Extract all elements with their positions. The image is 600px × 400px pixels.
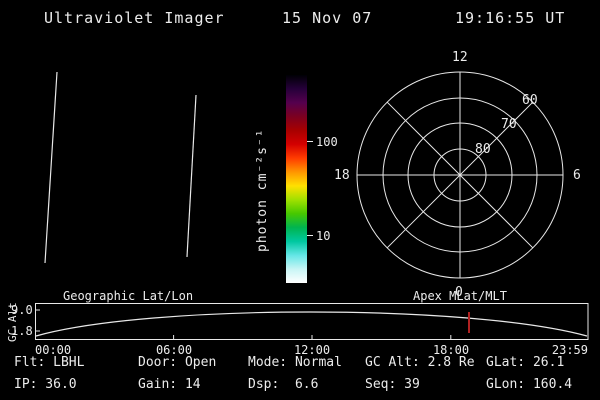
status-gain: Gain: 14	[138, 377, 201, 392]
swath-edge-right	[186, 94, 197, 258]
colorbar-tick-10	[307, 235, 313, 236]
gc-alt-curve	[35, 311, 588, 337]
strip-chart-left-title: Geographic Lat/Lon	[63, 289, 194, 303]
status-glat: GLat: 26.1	[486, 355, 565, 370]
x-tick-1800: 18:00	[432, 343, 470, 357]
colorbar-unit-label: photon cm⁻²s⁻¹	[255, 128, 270, 252]
y-tick-9: 9.0	[11, 303, 33, 317]
strip-chart-right-title: Apex MLat/MLT	[413, 289, 507, 303]
image-swath-lines	[44, 71, 197, 264]
time-display: 19:16:55 UT	[455, 9, 566, 27]
status-glon: GLon: 160.4	[486, 377, 573, 392]
colorbar-tick-label-10: 10	[316, 229, 331, 243]
x-tick-2359: 23:59	[551, 343, 588, 357]
polar-plot-grid	[356, 71, 564, 279]
colorbar-tick-label-100: 100	[316, 135, 338, 149]
lat-label-70: 70	[501, 117, 517, 132]
x-tick-1200: 12:00	[293, 343, 331, 357]
swath-edge-left	[44, 71, 58, 264]
status-door: Door: Open	[138, 355, 217, 370]
spoke-diag-sw-ne	[386, 101, 534, 249]
mlt-label-18: 18	[334, 168, 350, 183]
strip-chart-ticks	[35, 309, 452, 339]
status-mode: Mode: Normal	[248, 355, 342, 370]
mlt-label-0: 0	[455, 285, 463, 300]
date-display: 15 Nov 07	[282, 9, 373, 27]
strip-chart-plot	[35, 303, 589, 340]
colorbar	[286, 75, 307, 283]
y-tick-1: 1.8	[11, 324, 33, 338]
status-dsp: Dsp: 6.6	[248, 377, 319, 392]
status-flight-mode: Flt: LBHL	[14, 355, 85, 370]
lat-label-80: 80	[475, 142, 491, 157]
status-seq: Seq: 39	[365, 377, 420, 392]
colorbar-tick-100	[307, 141, 313, 142]
status-gc-alt: GC Alt: 2.8 Re	[365, 355, 475, 370]
x-tick-0000: 00:00	[35, 343, 72, 357]
strip-chart-frame	[35, 303, 589, 340]
mlt-label-6: 6	[573, 168, 581, 183]
x-tick-0600: 06:00	[155, 343, 193, 357]
status-ip: IP: 36.0	[14, 377, 77, 392]
app-title: Ultraviolet Imager	[44, 9, 225, 27]
lat-label-60: 60	[522, 93, 538, 108]
mlt-label-12: 12	[452, 50, 468, 65]
